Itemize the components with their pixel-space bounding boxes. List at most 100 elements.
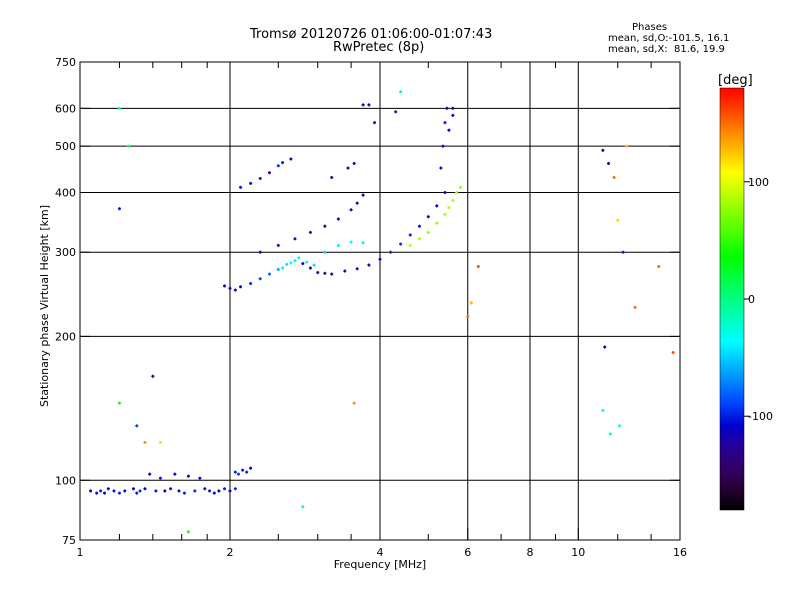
x-tick-label: 16 <box>673 546 687 559</box>
data-point <box>177 489 181 493</box>
data-point <box>138 489 142 493</box>
data-point <box>451 113 455 117</box>
data-point <box>323 250 327 254</box>
data-point <box>258 277 262 281</box>
data-point <box>95 491 99 495</box>
data-point <box>608 432 612 436</box>
data-point <box>258 176 262 180</box>
data-point <box>601 148 605 152</box>
data-point <box>249 466 253 470</box>
data-point <box>443 212 447 216</box>
data-point <box>603 345 607 349</box>
data-point <box>301 505 305 509</box>
data-point <box>621 250 625 254</box>
x-tick-label: 8 <box>527 546 534 559</box>
data-points <box>89 90 675 534</box>
data-point <box>352 401 356 405</box>
data-point <box>186 474 190 478</box>
data-point <box>455 190 459 194</box>
data-point <box>233 487 237 491</box>
data-point <box>186 530 190 534</box>
data-point <box>143 487 147 491</box>
data-point <box>616 218 620 222</box>
stats-x-mode: mean, sd,X: 81.6, 19.9 <box>608 44 725 55</box>
data-point <box>249 282 253 286</box>
stats-o-mode: mean, sd,O:-101.5, 16.1 <box>608 33 730 44</box>
data-point <box>469 301 473 305</box>
data-point <box>293 259 297 263</box>
data-point <box>417 237 421 241</box>
data-point <box>249 181 253 185</box>
plot-frame <box>79 61 681 541</box>
data-point <box>426 230 430 234</box>
data-point <box>267 272 271 276</box>
data-point <box>451 106 455 110</box>
data-point <box>435 204 439 208</box>
data-point <box>305 260 309 264</box>
data-point <box>426 215 430 219</box>
data-point <box>143 440 147 444</box>
data-point <box>349 240 353 244</box>
data-point <box>399 90 403 94</box>
data-point <box>239 185 243 189</box>
data-point <box>308 266 312 270</box>
data-point <box>657 265 661 269</box>
data-point <box>373 121 377 125</box>
colorbar-tick-label: 100 <box>748 176 769 189</box>
data-point <box>355 201 359 205</box>
data-point <box>276 164 280 168</box>
data-point <box>281 161 285 165</box>
grid-lines <box>80 62 680 540</box>
data-point <box>323 224 327 228</box>
data-point <box>293 237 297 241</box>
data-point <box>285 262 289 266</box>
data-point <box>228 286 232 290</box>
data-point <box>148 472 152 476</box>
data-point <box>245 470 249 474</box>
data-point <box>126 144 130 148</box>
y-tick-label: 100 <box>55 474 76 487</box>
data-point <box>330 272 334 276</box>
data-point <box>336 243 340 247</box>
data-point <box>435 221 439 225</box>
colorbar-tick-label: -100 <box>748 410 773 423</box>
data-point <box>443 190 447 194</box>
data-point <box>399 242 403 246</box>
data-point <box>367 263 371 267</box>
data-point <box>601 408 605 412</box>
data-point <box>163 489 167 493</box>
data-point <box>607 161 611 165</box>
data-point <box>316 271 320 275</box>
data-point <box>276 243 280 247</box>
data-point <box>123 489 127 493</box>
chart-title-line1: Tromsø 20120726 01:06:00-01:07:43 <box>250 27 493 42</box>
data-point <box>361 241 365 245</box>
data-point <box>212 491 216 495</box>
data-point <box>217 489 221 493</box>
data-point <box>447 206 451 210</box>
colorbar-strip <box>719 87 745 511</box>
y-tick-label: 600 <box>55 102 76 115</box>
x-tick-label: 4 <box>377 546 384 559</box>
data-point <box>297 256 301 260</box>
data-point <box>117 207 121 211</box>
data-point <box>236 472 240 476</box>
data-point <box>289 157 293 161</box>
data-point <box>89 489 93 493</box>
data-point <box>417 224 421 228</box>
data-point <box>466 315 470 319</box>
data-point <box>346 166 350 170</box>
data-point <box>182 491 186 495</box>
data-point <box>117 106 121 110</box>
x-axis-title: Frequency [MHz] <box>334 558 426 571</box>
y-tick-label: 200 <box>55 330 76 343</box>
data-point <box>408 233 412 237</box>
data-point <box>394 110 398 114</box>
y-tick-label: 75 <box>62 534 76 547</box>
data-point <box>671 351 675 355</box>
chart-title-line2: RwPretec (8p) <box>333 40 425 55</box>
x-tick-label: 2 <box>227 546 234 559</box>
data-point <box>476 265 480 269</box>
data-point <box>618 424 622 428</box>
